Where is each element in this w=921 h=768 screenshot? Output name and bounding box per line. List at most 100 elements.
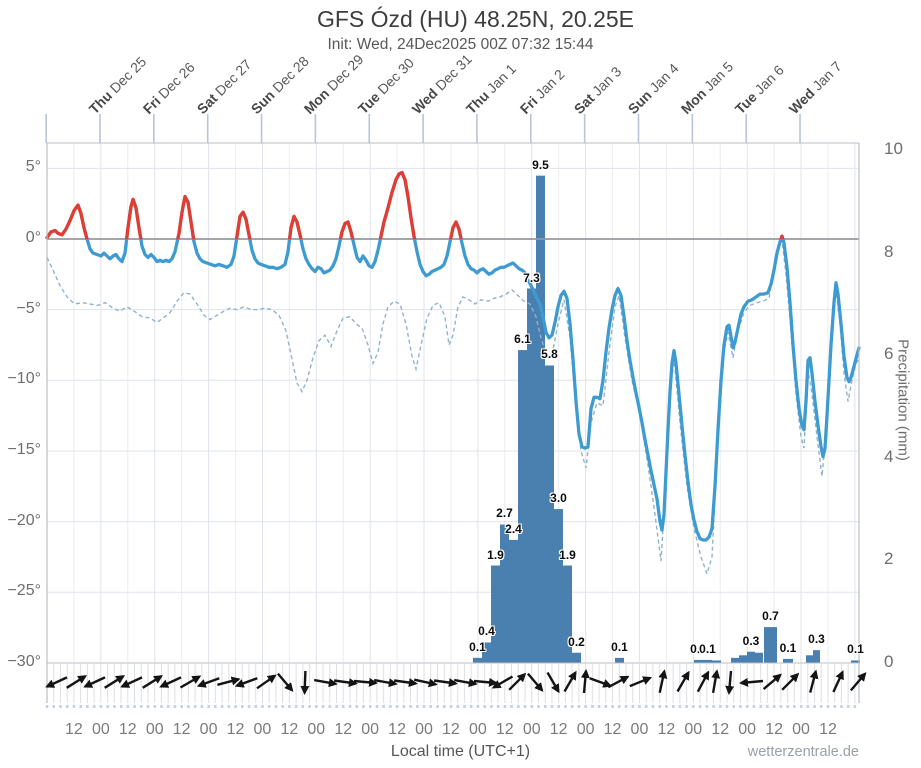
strip-dot	[523, 705, 527, 708]
page-title: GFS Ózd (HU) 48.25N, 20.25E	[316, 6, 634, 32]
strip-dot	[577, 705, 581, 708]
precip-bar	[806, 655, 813, 663]
precip-bar	[694, 659, 703, 663]
wind-arrow	[781, 672, 800, 691]
wind-arrow	[739, 677, 764, 687]
strip-dot	[772, 705, 776, 708]
strip-dot	[247, 705, 251, 708]
precip-bar	[615, 657, 624, 663]
strip-dot	[281, 705, 284, 708]
wind-arrow	[196, 677, 220, 688]
precip-bar	[545, 365, 554, 663]
dewpoint-line	[46, 238, 860, 577]
strip-dot	[611, 705, 614, 708]
strip-dot	[99, 705, 103, 708]
wind-arrow	[711, 669, 721, 694]
precip-bar	[509, 539, 518, 663]
strip-dot	[813, 705, 816, 708]
strip-dot	[658, 705, 661, 708]
strip-dot	[692, 705, 695, 708]
strip-dot	[86, 705, 89, 708]
wind-arrow	[849, 672, 867, 692]
wind-arrow	[453, 678, 478, 688]
strip-dot	[409, 705, 412, 708]
strip-dot	[759, 705, 762, 708]
strip-dot	[503, 705, 507, 708]
strip-dot	[335, 705, 338, 708]
strip-dot	[644, 705, 648, 708]
strip-dot	[321, 705, 325, 708]
wind-arrow	[433, 678, 458, 688]
strip-dot	[207, 705, 210, 708]
strip-dot	[463, 705, 466, 708]
wind-arrow	[563, 670, 577, 693]
precip-bar	[851, 660, 860, 663]
strip-dot	[45, 705, 49, 708]
strip-dot	[227, 705, 231, 708]
strip-dot	[833, 705, 837, 708]
strip-dot	[840, 705, 843, 708]
wind-arrow	[676, 670, 690, 693]
strip-dot	[799, 705, 803, 708]
strip-dot	[79, 705, 82, 708]
wind-arrow	[696, 670, 710, 693]
strip-dot	[564, 705, 567, 708]
strip-dot	[665, 705, 668, 708]
strip-dot	[638, 705, 641, 708]
strip-dot	[786, 705, 789, 708]
strip-dot	[685, 705, 688, 708]
strip-dot	[745, 705, 749, 708]
strip-dot	[65, 705, 69, 708]
strip-dot	[584, 705, 587, 708]
wind-arrow	[832, 670, 844, 693]
wind-arrow	[725, 670, 735, 695]
strip-dot	[294, 705, 298, 708]
wind-arrow	[83, 676, 106, 688]
strip-dot	[671, 705, 675, 708]
precip-bar	[712, 660, 721, 663]
strip-dot	[752, 705, 756, 708]
strip-dot	[274, 705, 278, 708]
strip-dot	[342, 705, 345, 708]
strip-dot	[570, 705, 574, 708]
precip-bar	[703, 659, 712, 663]
strip-dot	[200, 705, 204, 708]
strip-dot	[328, 705, 332, 708]
strip-dot	[234, 705, 237, 708]
strip-dot	[456, 705, 459, 708]
strip-dot	[712, 705, 715, 708]
precip-bar	[491, 565, 500, 663]
strip-dot	[496, 705, 500, 708]
wind-arrow	[66, 675, 87, 689]
wind-arrow	[104, 675, 125, 689]
strip-dot	[550, 705, 554, 708]
strip-dot	[382, 705, 385, 708]
strip-dot	[214, 705, 217, 708]
precip-bar	[813, 650, 820, 663]
precip-bar	[731, 657, 739, 663]
strip-dot	[624, 705, 628, 708]
strip-dot	[732, 705, 736, 708]
watermark: wetterzentrale.de	[747, 744, 859, 760]
strip-dot	[820, 705, 823, 708]
precip-bar	[554, 509, 563, 663]
strip-dot	[510, 705, 513, 708]
precip-bar	[536, 175, 545, 663]
precip-bar	[482, 642, 491, 663]
strip-dot	[395, 705, 399, 708]
chart-subtitle: Init: Wed, 24Dec2025 00Z 07:32 15:44	[327, 36, 594, 53]
strip-dot	[126, 705, 130, 708]
strip-dot	[389, 705, 392, 708]
wind-arrow	[300, 670, 310, 695]
wind-arrow	[580, 669, 590, 694]
strip-dot	[59, 705, 62, 708]
wind-arrow	[276, 672, 294, 692]
strip-dot	[106, 705, 109, 708]
precip-bar	[783, 658, 793, 663]
precip-bar	[527, 288, 536, 663]
strip-dot	[375, 705, 379, 708]
wind-arrow	[809, 669, 819, 693]
wind-arrow	[179, 675, 202, 689]
wind-arrow	[607, 675, 630, 689]
